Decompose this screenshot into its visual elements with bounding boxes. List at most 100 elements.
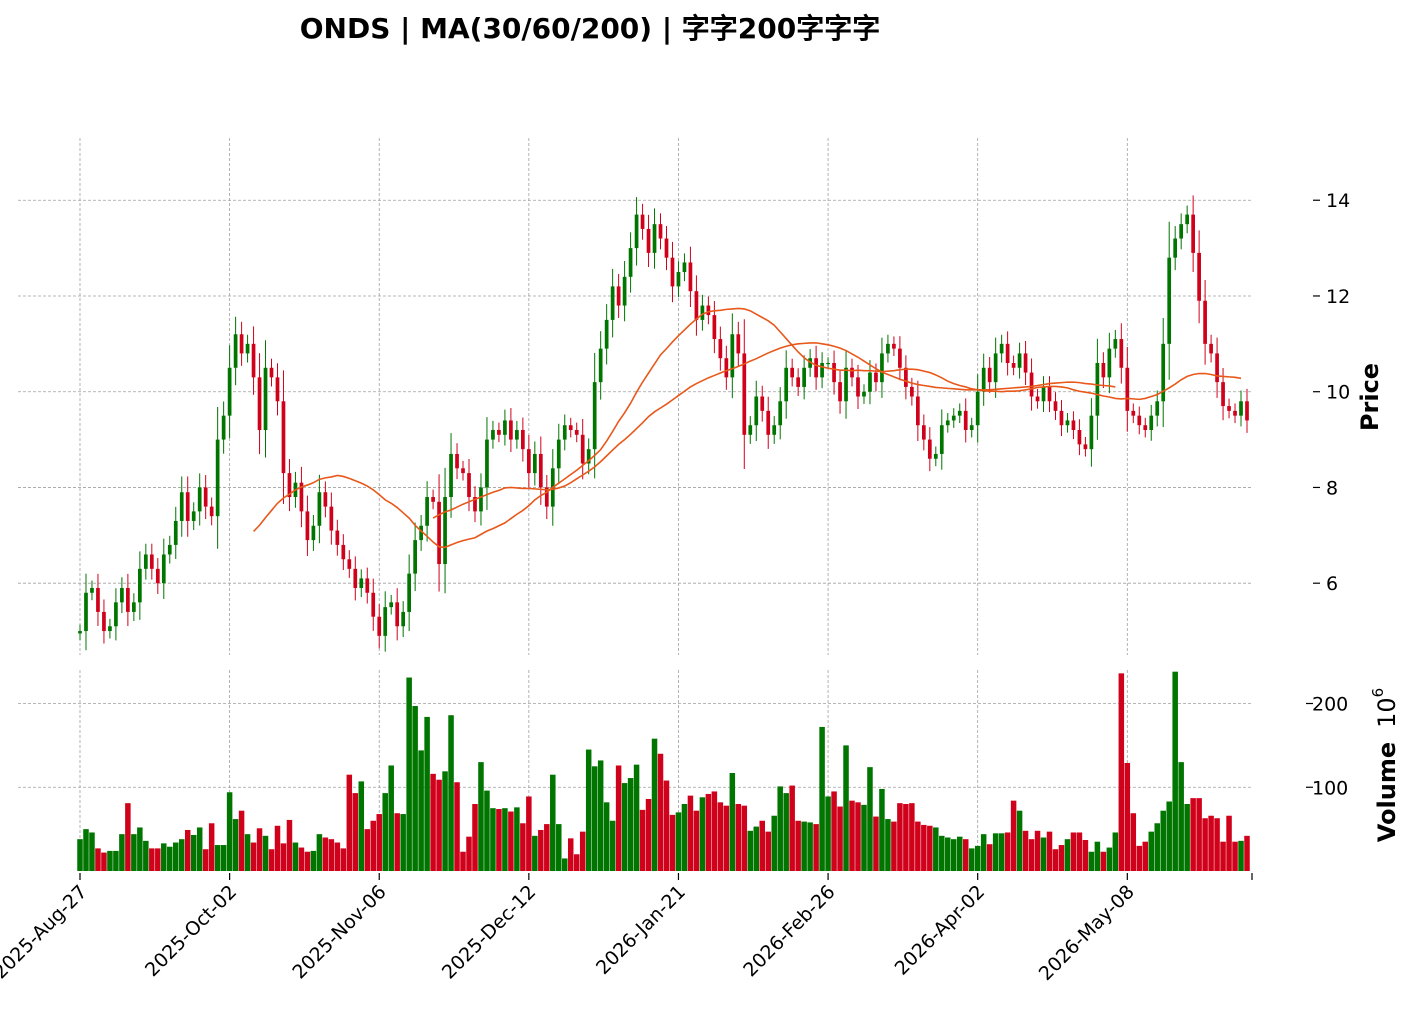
volume-bar [1022,830,1029,871]
candle [509,407,513,453]
candle-body [287,473,292,498]
volume-bar [807,822,813,871]
candle-body [1185,214,1190,225]
candle-body [574,430,579,435]
volume-bar [101,852,107,871]
candle-body [329,506,334,531]
candle [102,599,106,644]
volume-bar [921,824,927,871]
volume-bar [1046,831,1053,871]
candle-body [592,382,597,450]
candle-body [646,228,651,253]
volume-bar [909,803,915,871]
x-tick-label: 2026-Jan-21 [592,881,690,979]
candle-body [975,391,980,426]
candle [233,316,238,386]
volume-bar [992,833,999,871]
candle-body [467,473,471,498]
candle-body [281,401,286,474]
candle-body [155,568,160,584]
candle [347,550,352,578]
candle-body [742,353,747,435]
volume-bar [579,831,586,871]
candle-body [1155,401,1160,416]
candle-body [96,587,100,612]
volume-bar [184,829,191,871]
candle-body [143,554,148,569]
candle-body [84,592,88,632]
volume-bar [759,820,765,871]
candle [975,374,980,443]
candle [760,385,765,422]
candle [132,593,136,622]
volume-bar [274,825,281,871]
volume-bar [939,835,945,871]
candle-body [790,367,795,378]
candle [616,273,621,318]
candle-body [227,367,232,416]
volume-axis-label: Volume106 [1369,688,1401,842]
candle [383,591,388,652]
volume-bar [663,780,670,871]
candle-body [120,587,124,603]
volume-bar [651,738,658,871]
candle-body [886,343,890,354]
candle [401,601,406,638]
candle [371,578,376,631]
candle [1089,398,1094,467]
candle [718,326,723,371]
candle [1197,230,1201,324]
volume-bar [442,771,448,871]
ma-30-line [252,307,1242,549]
candle [963,398,968,443]
candle [939,409,944,470]
candle [227,345,232,439]
volume-bar [645,798,652,871]
candle [449,433,453,518]
candle [538,436,543,505]
candle-body [377,616,382,636]
volume-bar [286,819,293,871]
candle-body [915,396,920,426]
candle-body [233,334,238,368]
volume-bar [137,827,143,871]
candle [90,580,94,601]
candle-body [1197,252,1201,301]
volume-bar [633,764,640,871]
candle [515,420,519,449]
candle-body [1245,401,1249,421]
candle-body [664,238,669,258]
candle [126,573,130,627]
candle-body [820,362,824,378]
volume-bar [196,827,203,871]
candle-body [1161,343,1166,402]
candle-body [1143,425,1148,431]
candle [945,413,950,433]
volume-bar [346,774,353,871]
candle [437,474,441,592]
candle [933,446,938,467]
candle [1065,413,1070,433]
x-tick-label: 2025-Aug-27 [0,881,92,983]
candle-body [437,501,441,565]
volume-bar [496,809,502,871]
volume-bar [711,791,718,871]
candle-body [760,396,765,411]
candle-body [562,425,567,440]
candle [1191,195,1195,273]
candle-body [1059,410,1064,426]
candle-body [700,305,705,320]
volume-bar [1226,815,1232,871]
candle-body [521,430,525,450]
candle [215,407,220,549]
candle-body [706,305,711,316]
volume-bar [358,781,365,871]
candle-body [898,348,902,368]
candle [862,384,866,404]
candle-body [802,367,806,387]
candle-body [1167,257,1172,344]
candle [305,495,310,556]
volume-bar [968,848,975,871]
volume-bar [639,809,646,871]
candle [377,604,382,649]
